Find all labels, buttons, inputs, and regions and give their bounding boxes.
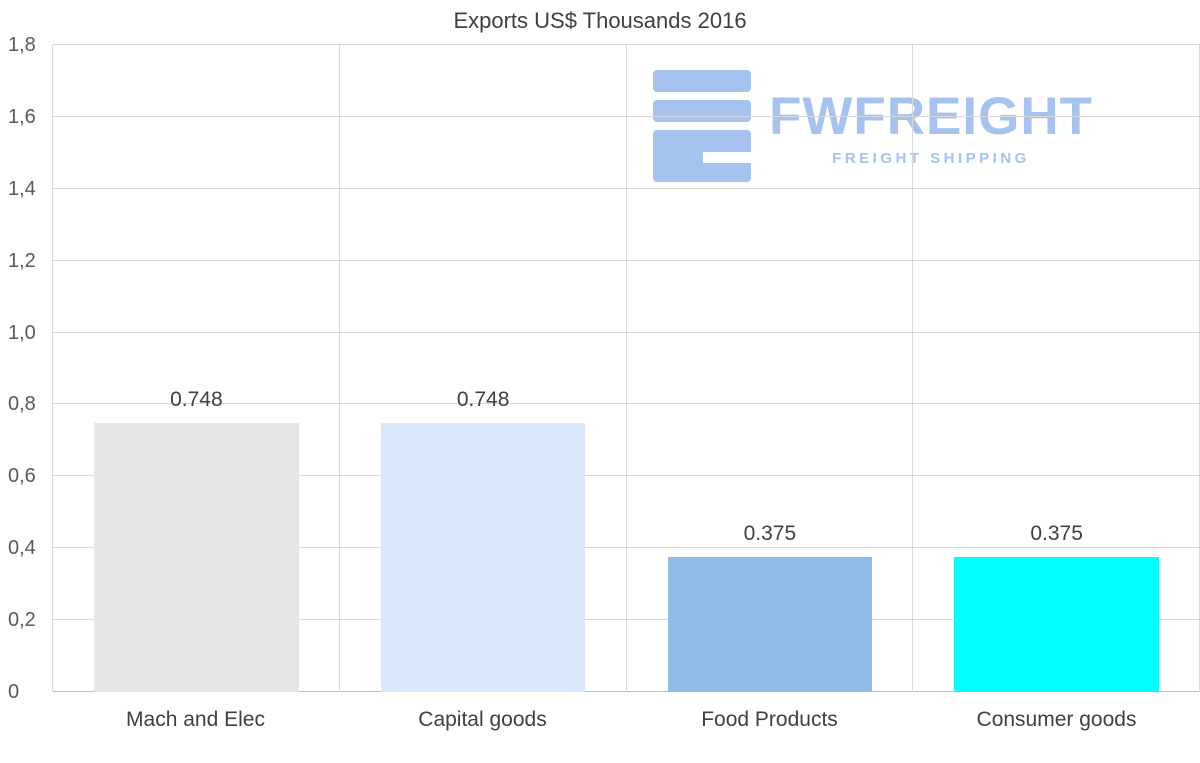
y-tick-label: 0,4 xyxy=(8,537,36,560)
y-tick-label: 0,6 xyxy=(8,465,36,488)
y-tick-label: 1,4 xyxy=(8,177,36,200)
gridline-h xyxy=(53,619,1200,621)
gridline-h xyxy=(53,547,1200,549)
value-label-food-products: 0.375 xyxy=(743,522,797,546)
x-axis: Mach and Elec Capital goods Food Products C… xyxy=(52,700,1200,740)
x-tick-label-consumer-goods: Consumer goods xyxy=(976,708,1137,731)
gridline-h xyxy=(53,691,1200,692)
bar-consumer-goods xyxy=(954,557,1159,692)
x-tick-label-mach-and-elec: Mach and Elec xyxy=(126,708,265,731)
gridline-h xyxy=(53,475,1200,477)
fwfreight-logo-icon xyxy=(653,70,751,182)
x-tick-label-capital-goods: Capital goods xyxy=(418,708,547,731)
gridline-h xyxy=(53,115,1200,117)
y-tick-label: 1,2 xyxy=(8,249,36,272)
bar-capital-goods xyxy=(380,423,586,692)
value-label-consumer-goods: 0.375 xyxy=(1030,522,1083,546)
y-tick-label: 0,8 xyxy=(8,393,36,416)
value-label-mach-and-elec: 0.748 xyxy=(170,388,223,412)
y-tick-label: 1,0 xyxy=(8,321,36,344)
y-tick-label: 0,2 xyxy=(8,609,36,632)
bar-food-products xyxy=(667,557,873,692)
brand-text-block: FWFREIGHT FREIGHT SHIPPING xyxy=(769,70,1093,166)
brand-watermark: FWFREIGHT FREIGHT SHIPPING xyxy=(653,70,1093,182)
gridline-h xyxy=(53,187,1200,189)
gridline-h xyxy=(53,259,1200,261)
gridline-v xyxy=(625,45,627,692)
gridline-v xyxy=(338,45,340,692)
gridline-h xyxy=(53,331,1200,333)
gridline-v xyxy=(912,45,914,692)
value-label-capital-goods: 0.748 xyxy=(456,388,510,412)
bar-mach-and-elec xyxy=(94,423,299,692)
gridline-h xyxy=(53,44,1200,45)
brand-tagline: FREIGHT SHIPPING xyxy=(832,150,1030,167)
y-tick-label: 0 xyxy=(8,681,20,703)
chart-title: Exports US$ Thousands 2016 xyxy=(453,8,747,33)
plot-area: FWFREIGHT FREIGHT SHIPPING 0.748 0.748 0.3… xyxy=(52,44,1200,692)
y-tick-label: 1,6 xyxy=(8,105,36,128)
y-tick-label: 1,8 xyxy=(8,34,36,56)
gridline-h xyxy=(53,403,1200,405)
x-tick-label-food-products: Food Products xyxy=(701,708,838,731)
y-axis: 0 0,2 0,4 0,6 0,8 1,0 1,2 1,4 1,6 1,8 xyxy=(0,35,52,702)
